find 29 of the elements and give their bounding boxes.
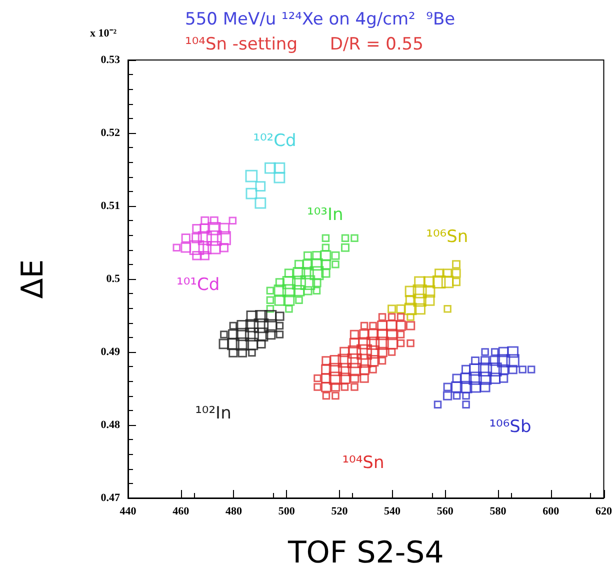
x-tick-label: 520 <box>331 506 348 518</box>
x-tick-label: 480 <box>225 506 242 518</box>
x-tick-label: 560 <box>436 506 454 518</box>
series-label: ¹⁰³In <box>307 204 344 225</box>
x-tick-label: 600 <box>542 506 560 518</box>
series-label: ¹⁰¹Cd <box>176 275 220 296</box>
series-label: ¹⁰²Cd <box>253 130 296 151</box>
series-label: ¹⁰⁶Sn <box>426 226 468 247</box>
x-tick-label: 440 <box>120 506 137 518</box>
y-axis-title: ΔE <box>16 259 50 299</box>
chart-subtitle: ¹⁰⁴Sn -setting D/R = 0.55 <box>185 34 424 54</box>
x-tick-label: 580 <box>490 506 507 518</box>
text: ¹⁰²In <box>195 404 232 424</box>
x-tick-label: 460 <box>172 506 190 518</box>
y-tick-label: 0.47 <box>100 492 120 504</box>
text: x 10⁻² <box>90 28 118 40</box>
x-axis-title: TOF S2-S4 <box>286 536 444 570</box>
x-tick-label: 620 <box>596 506 612 518</box>
y-tick-label: 0.48 <box>100 419 120 431</box>
y-tick-label: 0.51 <box>100 200 120 212</box>
x-tick-label: 500 <box>278 506 296 518</box>
y-tick-label: 0.53 <box>100 54 120 66</box>
series-label: ¹⁰⁶Sb <box>489 416 532 437</box>
text: ¹⁰⁴Sn <box>342 452 384 473</box>
y-tick-label: 0.49 <box>100 346 120 358</box>
x-tick-label: 540 <box>384 506 402 518</box>
chart-title: 550 MeV/u ¹²⁴Xe on 4g/cm² ⁹Be <box>185 10 456 30</box>
y-tick-label: 0.5 <box>106 273 120 285</box>
y-tick-label: 0.52 <box>100 127 120 139</box>
